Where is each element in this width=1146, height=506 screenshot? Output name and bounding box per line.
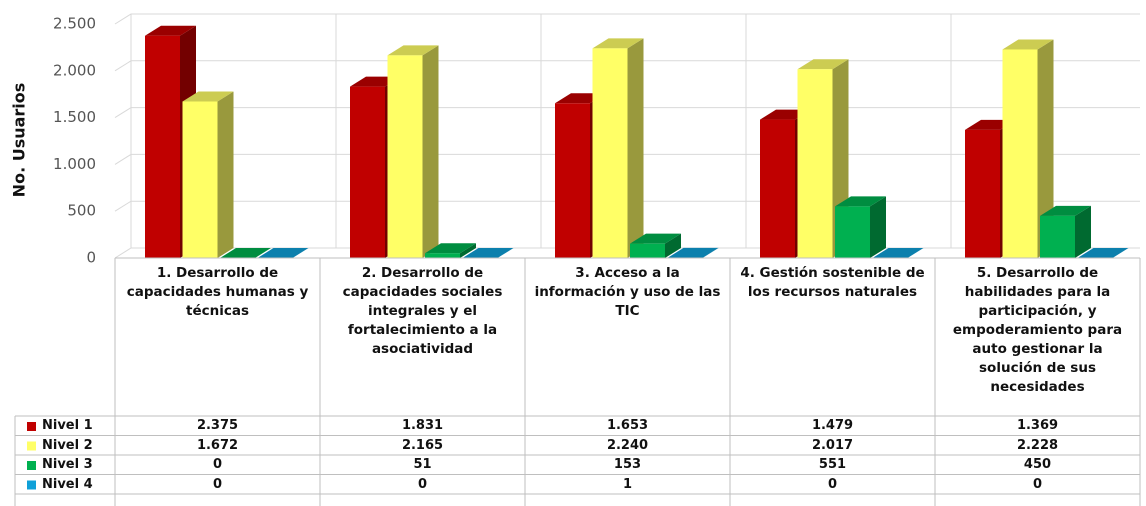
legend-swatch xyxy=(27,480,36,490)
table-value: 153 xyxy=(613,457,642,472)
bar xyxy=(182,101,218,259)
table-value: 450 xyxy=(1023,457,1052,472)
table-value: 0 xyxy=(212,457,223,472)
bar-top xyxy=(257,248,309,258)
bar xyxy=(387,55,423,258)
table-value: 2.375 xyxy=(196,418,239,433)
table-value: 2.228 xyxy=(1016,437,1059,453)
bar xyxy=(797,69,833,258)
bar-top xyxy=(387,45,439,56)
bar-top xyxy=(1002,39,1054,50)
bar xyxy=(555,103,590,258)
table-value: 1.672 xyxy=(196,437,239,453)
table-value: 1.831 xyxy=(401,418,444,433)
bar xyxy=(592,48,628,258)
bar-side xyxy=(460,243,476,258)
category-label: 3. Acceso a la información y uso de las … xyxy=(534,265,721,319)
bar-top xyxy=(667,247,719,258)
bar-top xyxy=(462,248,514,258)
table-value: 1.479 xyxy=(811,418,854,433)
category-label: 4. Gestión sostenible de los recursos na… xyxy=(740,265,925,300)
bar-top xyxy=(630,233,681,244)
bar-top xyxy=(797,59,849,70)
category-label: 1. Desarrollo de capacidades humanas y t… xyxy=(126,265,309,319)
legend-swatch xyxy=(27,422,36,431)
table-value: 551 xyxy=(818,457,847,472)
legend-label: Nivel 1 xyxy=(42,418,93,433)
bar-top xyxy=(425,243,476,254)
y-axis-title: No. Usuarios xyxy=(10,83,29,198)
grid-line xyxy=(114,13,1140,25)
bar xyxy=(965,129,1000,258)
legend-swatch xyxy=(27,441,36,451)
bar-side xyxy=(422,45,439,258)
table-value: 0 xyxy=(212,476,223,492)
table-value: 0 xyxy=(827,476,838,492)
bar xyxy=(425,253,460,258)
bar-side xyxy=(870,196,886,258)
legend-swatch xyxy=(27,461,36,470)
bar xyxy=(145,35,180,259)
table-value: 2.240 xyxy=(606,437,649,453)
bar-top xyxy=(872,248,924,258)
bar xyxy=(350,86,385,258)
y-tick-label: 2.500 xyxy=(53,15,96,33)
bar-top xyxy=(1040,205,1091,216)
bar xyxy=(835,206,870,258)
bar-side xyxy=(1075,205,1091,258)
bar-top xyxy=(592,38,644,49)
category-label: 5. Desarrollo de habilidades para la par… xyxy=(952,265,1123,395)
category-label: 2. Desarrollo de capacidades sociales in… xyxy=(342,265,503,357)
bar xyxy=(1040,215,1075,258)
table-value: 51 xyxy=(413,457,432,472)
bar-top xyxy=(182,91,234,102)
y-tick-label: 0 xyxy=(86,249,96,267)
table-value: 2.165 xyxy=(401,437,444,453)
table-value: 1 xyxy=(622,476,633,492)
table-value: 1.653 xyxy=(606,418,649,433)
bar-top xyxy=(1077,248,1129,258)
bar-side xyxy=(217,91,234,259)
y-tick-label: 2.000 xyxy=(53,61,96,79)
legend-label: Nivel 4 xyxy=(42,476,93,492)
bar xyxy=(630,243,665,258)
bar-top xyxy=(220,248,271,258)
bar-top xyxy=(835,196,886,207)
table-value: 0 xyxy=(1032,476,1043,492)
table-value: 0 xyxy=(417,476,428,492)
y-tick-label: 1.000 xyxy=(53,155,96,173)
bar-top xyxy=(145,25,196,36)
bar-side xyxy=(702,247,719,258)
table-value: 2.017 xyxy=(811,437,854,453)
legend-label: Nivel 3 xyxy=(42,457,93,472)
bar-side xyxy=(665,233,681,258)
bar xyxy=(760,119,795,258)
y-tick-label: 1.500 xyxy=(53,108,96,126)
y-tick-label: 500 xyxy=(67,202,96,220)
legend-label: Nivel 2 xyxy=(42,437,93,453)
bar-side xyxy=(627,38,644,258)
bar xyxy=(1002,49,1038,259)
table-value: 1.369 xyxy=(1016,418,1059,433)
bar-side xyxy=(1037,39,1054,259)
